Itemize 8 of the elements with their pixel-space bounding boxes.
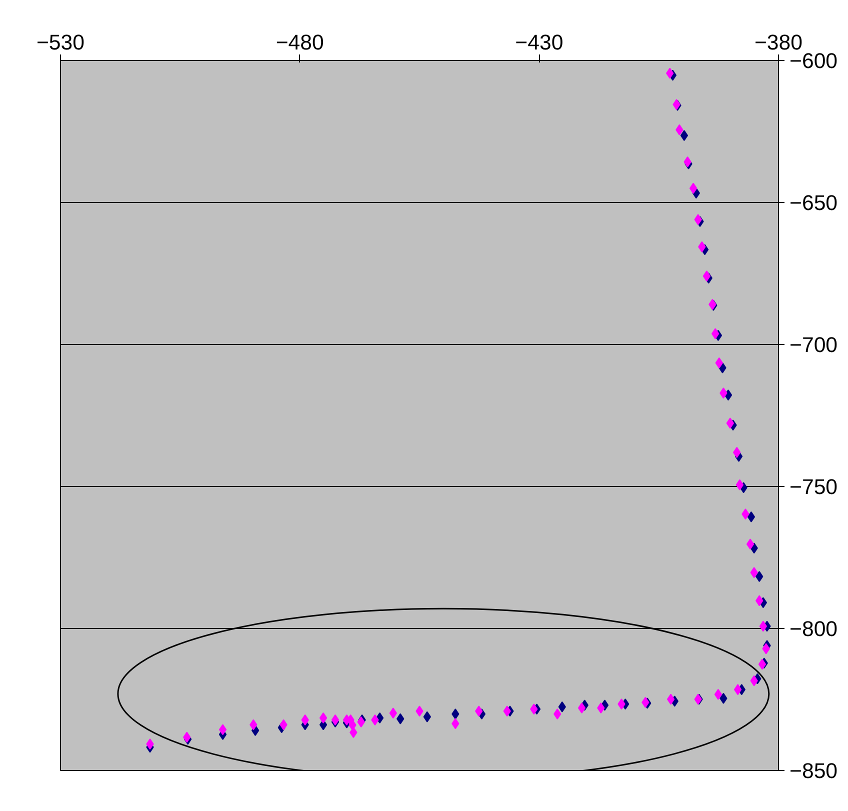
x-tick-label: −530 — [36, 30, 85, 54]
y-tick-label: −800 — [790, 617, 838, 641]
y-tick-label: −700 — [790, 333, 838, 357]
y-tick-label: −750 — [790, 475, 838, 499]
x-tick-label: −430 — [515, 30, 564, 54]
y-tick-label: −650 — [790, 191, 838, 215]
x-tick-label: −480 — [276, 30, 324, 54]
y-tick-label: −850 — [790, 759, 838, 783]
